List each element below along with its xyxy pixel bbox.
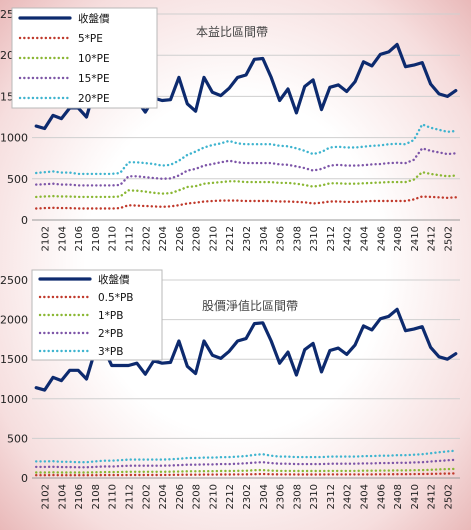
x-tick-label: 2406 (376, 226, 387, 251)
x-tick-label: 2208 (192, 484, 203, 509)
pe-band-chart: 0500100015002000250021022104210621082110… (0, 7, 460, 251)
x-tick-label: 2308 (292, 226, 303, 251)
legend-label: 10*PE (78, 53, 110, 65)
x-tick-label: 2408 (393, 484, 404, 509)
x-tick-label: 2304 (259, 226, 270, 251)
x-tick-label: 2104 (57, 226, 68, 251)
x-tick-label: 2206 (175, 226, 186, 251)
chart-title: 股價淨值比區間帶 (202, 298, 298, 313)
x-tick-label: 2206 (175, 484, 186, 509)
x-tick-label: 2204 (158, 226, 169, 251)
x-tick-label: 2310 (309, 226, 320, 251)
legend-label: 2*PB (98, 328, 123, 340)
y-tick-label: 0 (21, 472, 28, 485)
pb-band-chart: 0 500 1000 1500 2000 2500 2102 2104 2106 2108 2110… (0, 269, 460, 509)
x-tick-label: 2410 (410, 484, 421, 509)
x-tick-label: 2108 (91, 484, 102, 509)
series-line-2 (35, 467, 457, 474)
x-tick-label: 2404 (359, 484, 370, 509)
series-line-4 (35, 449, 457, 464)
legend-label: 收盤價 (78, 12, 110, 25)
pb-band-panel: 0 500 1000 1500 2000 2500 2102 2104 2106 2108 2110… (0, 266, 471, 530)
pe-band-panel: 0500100015002000250021022104210621082110… (0, 7, 460, 251)
x-tick-label: 2312 (326, 226, 337, 251)
legend-label: 1*PB (98, 310, 123, 322)
x-tick-label: 2310 (309, 484, 320, 509)
y-tick-label: 500 (7, 173, 28, 186)
x-tick-label: 2106 (74, 484, 85, 509)
x-tick-label: 2110 (108, 484, 119, 509)
x-tick-label: 2302 (242, 226, 253, 251)
x-tick-label: 2204 (158, 484, 169, 509)
x-tick-label: 2210 (208, 226, 219, 251)
series-line-1 (35, 472, 457, 477)
legend-label: 0.5*PB (98, 292, 133, 304)
x-tick-label: 2308 (292, 484, 303, 509)
x-tick-label: 2202 (141, 484, 152, 509)
series-line-3 (35, 458, 457, 469)
y-tick-label: 2000 (0, 314, 28, 327)
x-tick-label: 2502 (443, 226, 454, 251)
x-tick-label: 2502 (443, 484, 454, 509)
x-tick-label: 2412 (427, 484, 438, 509)
x-tick-label: 2312 (326, 484, 337, 509)
x-tick-label: 2212 (225, 226, 236, 251)
legend: 收盤價 0.5*PB 1*PB 2*PB 3*PB (31, 269, 163, 361)
y-tick-label: 0 (21, 214, 28, 227)
x-tick-label: 2402 (343, 484, 354, 509)
y-tick-label: 1000 (0, 132, 28, 145)
series-line-2 (35, 170, 457, 199)
y-tick-label: 2500 (0, 274, 28, 287)
x-tick-label: 2102 (41, 226, 52, 251)
x-tick-label: 2412 (427, 226, 438, 251)
legend-label: 20*PE (78, 93, 110, 105)
x-tick-label: 2406 (376, 484, 387, 509)
x-tick-label: 2110 (108, 226, 119, 251)
legend-label: 收盤價 (98, 273, 130, 286)
x-tick-label: 2404 (359, 226, 370, 251)
x-tick-label: 2402 (343, 226, 354, 251)
legend-label: 5*PE (78, 33, 103, 45)
x-tick-label: 2112 (125, 484, 136, 509)
legend-label: 15*PE (78, 73, 110, 85)
legend-label: 3*PB (98, 346, 123, 358)
x-tick-label: 2410 (410, 226, 421, 251)
y-tick-label: 1000 (0, 393, 28, 406)
x-tick-label: 2202 (141, 226, 152, 251)
x-tick-label: 2108 (91, 226, 102, 251)
x-tick-label: 2304 (259, 484, 270, 509)
x-tick-label: 2306 (276, 226, 287, 251)
series-line-1 (35, 195, 457, 210)
y-tick-label: 500 (7, 432, 28, 445)
x-tick-label: 2106 (74, 226, 85, 251)
chart-title: 本益比區間帶 (196, 25, 268, 39)
series-line-3 (35, 147, 457, 187)
y-tick-label: 1500 (0, 353, 28, 366)
x-tick-label: 2112 (125, 226, 136, 251)
x-tick-label: 2302 (242, 484, 253, 509)
x-tick-label: 2408 (393, 226, 404, 251)
x-tick-label: 2212 (225, 484, 236, 509)
legend-box (31, 269, 163, 361)
legend: 收盤價 5*PE 10*PE 15*PE 20*PE (11, 7, 158, 109)
x-tick-label: 2104 (57, 484, 68, 509)
x-tick-label: 2208 (192, 226, 203, 251)
x-tick-label: 2210 (208, 484, 219, 509)
x-tick-label: 2102 (41, 484, 52, 509)
series-line-4 (35, 123, 457, 176)
x-tick-label: 2306 (276, 484, 287, 509)
